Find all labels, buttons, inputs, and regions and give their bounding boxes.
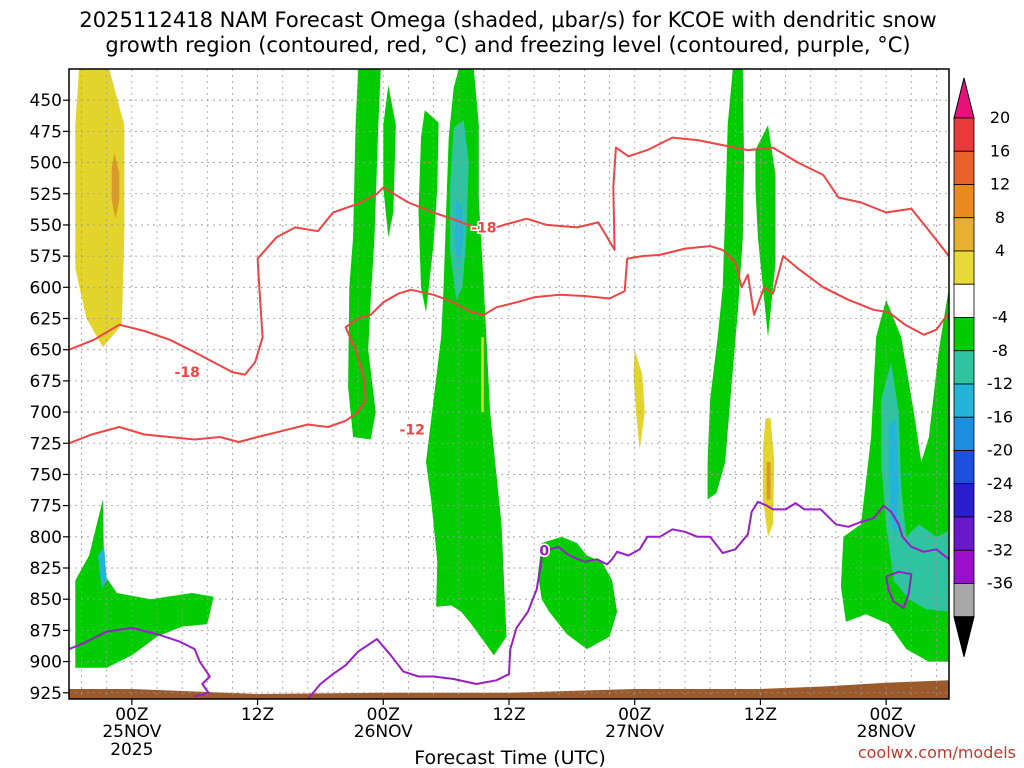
omega-region-13	[888, 418, 899, 537]
colorbar-label-8: -16	[987, 407, 1013, 426]
omega-region-14	[75, 499, 214, 668]
freezing-contour-line-0	[69, 626, 211, 698]
y-tick-label-450: 450	[30, 91, 62, 111]
credit-text: coolwx.com/models	[858, 743, 1016, 762]
x-tick-sublabel-0-0: 25NOV	[102, 722, 161, 742]
y-tick-label-625: 625	[30, 310, 62, 330]
colorbar-swatch-2	[953, 184, 975, 219]
y-tick-label-550: 550	[30, 216, 62, 236]
y-tick-label-575: 575	[30, 247, 62, 267]
ground-fill	[69, 680, 949, 699]
colorbar-swatch-13	[953, 549, 975, 584]
freezing-contour-label-1: 0	[539, 544, 549, 560]
dgz-contour-label-1: -18	[471, 220, 496, 236]
y-tick-label-475: 475	[30, 122, 62, 142]
grid-lines	[69, 69, 949, 699]
colorbar-label-6: -8	[992, 341, 1008, 360]
colorbar-swatch-8	[953, 383, 975, 418]
x-tick-label-3: 12Z	[492, 705, 525, 725]
y-tick-label-700: 700	[30, 403, 62, 423]
freezing-contour-line-1	[307, 500, 949, 699]
colorbar-label-5: -4	[992, 308, 1008, 327]
colorbar-swatch-10	[953, 450, 975, 485]
colorbar-swatch-1	[953, 150, 975, 185]
y-tick-label-800: 800	[30, 528, 62, 548]
colorbar-swatch-7	[953, 350, 975, 385]
y-tick-label-775: 775	[30, 497, 62, 517]
omega-region-3	[383, 85, 396, 238]
freezing-contour-line-2	[885, 570, 913, 609]
dgz-contour-line-0	[69, 186, 485, 376]
colorbar-bottom-arrow	[953, 616, 975, 657]
colorbar: 20 16 12 8 4 -4 -8 -12 -16 -20 -24 -28 -32 -36	[953, 77, 1013, 657]
colorbar-label-4: 4	[995, 241, 1005, 260]
y-axis: 450 475 500 525 550 575 600 625 650 675 700 725 750 7…	[30, 91, 69, 704]
colorbar-top-arrow	[953, 77, 975, 119]
colorbar-swatch-5	[953, 283, 975, 318]
colorbar-swatch-0	[953, 117, 975, 152]
y-tick-label-850: 850	[30, 590, 62, 610]
chart-title-line2: growth region (contoured, red, °C) and f…	[105, 33, 910, 57]
colorbar-label-1: 16	[990, 141, 1010, 160]
x-tick-label-4: 00Z	[618, 705, 651, 725]
x-tick-sublabel-2-0: 26NOV	[354, 722, 413, 742]
colorbar-swatch-6	[953, 317, 975, 352]
omega-region-17	[766, 462, 771, 500]
omega-region-7	[454, 200, 464, 269]
x-tick-sublabel-6-0: 28NOV	[857, 722, 916, 742]
omega-region-5	[426, 69, 507, 656]
x-tick-sublabel-4-0: 27NOV	[605, 722, 664, 742]
x-axis-label: Forecast Time (UTC)	[414, 747, 605, 768]
omega-region-1	[111, 152, 120, 219]
chart-title-line1: 2025112418 NAM Forecast Omega (shaded, μ…	[79, 8, 936, 32]
x-tick-label-6: 00Z	[870, 705, 903, 725]
dgz-contour-label-0: -18	[175, 365, 200, 381]
y-tick-label-875: 875	[30, 621, 62, 641]
colorbar-label-9: -20	[987, 441, 1013, 460]
omega-region-9	[707, 69, 745, 500]
x-tick-label-5: 12Z	[744, 705, 777, 725]
y-tick-label-750: 750	[30, 465, 62, 485]
omega-region-2	[348, 69, 381, 440]
x-tick-sublabel-0-1: 2025	[110, 740, 153, 760]
y-tick-label-675: 675	[30, 372, 62, 392]
x-tick-label-2: 00Z	[367, 705, 400, 725]
y-tick-label-725: 725	[30, 434, 62, 454]
colorbar-label-2: 12	[990, 175, 1010, 194]
y-tick-label-825: 825	[30, 559, 62, 579]
colorbar-label-12: -32	[987, 540, 1013, 559]
x-tick-label-0: 00Z	[115, 705, 148, 725]
y-tick-label-525: 525	[30, 185, 62, 205]
y-tick-label-925: 925	[30, 684, 62, 704]
y-tick-label-600: 600	[30, 278, 62, 298]
dgz-contour-line-1	[483, 136, 949, 257]
dgz-contour-line-2	[69, 245, 949, 445]
colorbar-label-3: 8	[995, 208, 1005, 227]
x-tick-label-1: 12Z	[241, 705, 274, 725]
colorbar-swatch-9	[953, 416, 975, 451]
omega-region-18	[633, 349, 645, 450]
colorbar-label-0: 20	[990, 108, 1010, 127]
omega-region-8	[537, 536, 618, 650]
colorbar-swatch-12	[953, 516, 975, 551]
omega-region-15	[97, 546, 107, 590]
colorbar-swatch-14	[953, 583, 975, 618]
colorbar-swatch-11	[953, 483, 975, 518]
colorbar-label-11: -28	[987, 507, 1013, 526]
y-tick-label-500: 500	[30, 154, 62, 174]
y-tick-label-650: 650	[30, 341, 62, 361]
colorbar-swatch-3	[953, 217, 975, 252]
omega-region-19	[481, 337, 484, 413]
omega-region-0	[75, 69, 125, 348]
y-tick-label-900: 900	[30, 653, 62, 673]
colorbar-label-13: -36	[987, 574, 1013, 593]
colorbar-swatch-4	[953, 250, 975, 285]
colorbar-label-7: -12	[987, 374, 1013, 393]
colorbar-label-10: -24	[987, 474, 1013, 493]
dgz-contour-label-2: -12	[400, 423, 425, 439]
